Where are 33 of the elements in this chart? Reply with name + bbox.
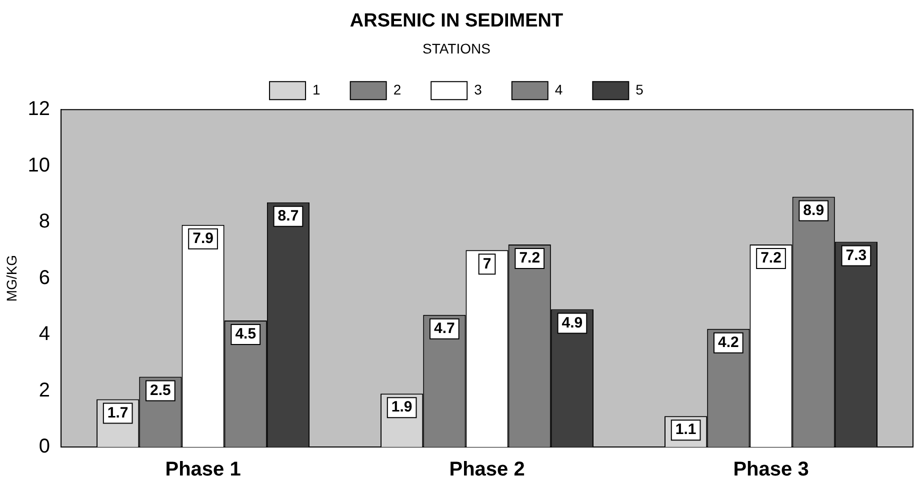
data-label: 7.3 xyxy=(846,246,867,264)
chart-title: ARSENIC IN SEDIMENT xyxy=(350,10,564,32)
legend-label: 4 xyxy=(554,81,563,98)
y-tick-label: 10 xyxy=(28,154,50,176)
y-tick-label: 8 xyxy=(38,210,50,233)
y-tick-label: 2 xyxy=(38,379,50,402)
data-label: 1.1 xyxy=(675,421,696,438)
data-label: 1.7 xyxy=(107,404,128,422)
data-label: 7.2 xyxy=(519,250,540,267)
x-tick-label: Phase 3 xyxy=(733,458,809,481)
data-label: 1.9 xyxy=(391,398,412,416)
data-label: 4.7 xyxy=(434,320,455,337)
legend-label: 3 xyxy=(474,81,482,98)
x-tick-label: Phase 1 xyxy=(165,458,241,481)
legend-label: 1 xyxy=(312,81,321,98)
data-label: 4.5 xyxy=(235,326,256,343)
y-tick-label: 12 xyxy=(28,98,50,120)
data-label: 4.2 xyxy=(718,334,739,352)
y-tick-label: 4 xyxy=(38,323,50,346)
legend-label: 2 xyxy=(393,81,402,98)
data-label: 7.2 xyxy=(760,250,782,267)
legend-label: 5 xyxy=(636,81,644,98)
legend-title: STATIONS xyxy=(422,40,490,57)
data-label: 7 xyxy=(482,255,492,272)
data-label: 2.5 xyxy=(150,382,171,399)
x-tick-label: Phase 2 xyxy=(449,458,525,481)
y-tick-label: 0 xyxy=(38,436,50,458)
data-label: 7.9 xyxy=(192,230,214,248)
y-axis-title: MG/KG xyxy=(3,254,20,302)
y-tick-label: 6 xyxy=(38,266,50,289)
data-label: 8.9 xyxy=(803,202,824,219)
data-label: 4.9 xyxy=(562,314,583,332)
data-label: 8.7 xyxy=(278,208,299,225)
